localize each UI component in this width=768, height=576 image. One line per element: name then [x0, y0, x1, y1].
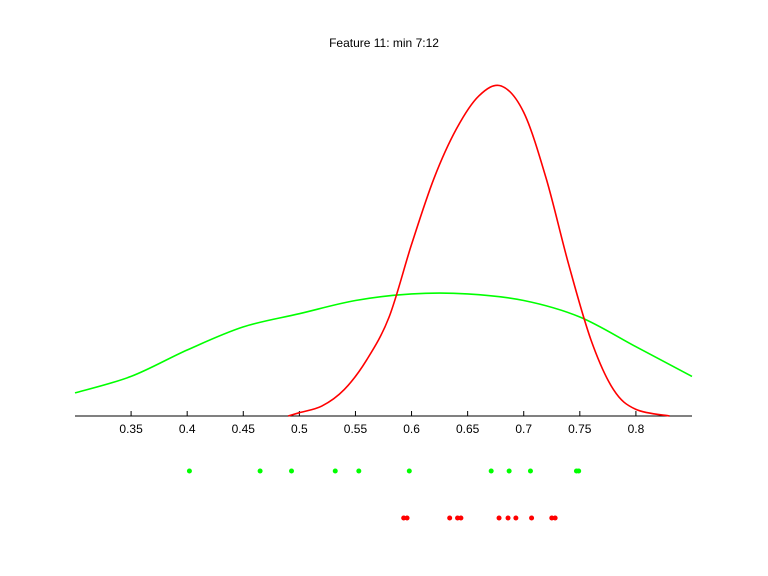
x-tick-label: 0.8: [628, 422, 645, 436]
x-tick-label: 0.65: [456, 422, 480, 436]
x-tick-label: 0.35: [119, 422, 143, 436]
series-line-1: [287, 84, 670, 417]
x-tick-label: 0.7: [515, 422, 532, 436]
x-tick-label: 0.45: [232, 422, 256, 436]
x-axis-ticks: 0.35 0.4 0.45 0.5 0.55 0.6 0.65 0.7 0.75 0.8: [119, 411, 645, 436]
density-curves: [74, 84, 693, 417]
sample-point: [488, 468, 494, 474]
sample-point: [513, 515, 519, 521]
chart-title: Feature 11: min 7:12: [329, 36, 439, 50]
sample-point: [506, 468, 512, 474]
series-line-0: [74, 292, 693, 394]
x-tick-label: 0.5: [291, 422, 308, 436]
sample-point: [289, 468, 295, 474]
sample-point: [576, 468, 582, 474]
x-tick-label: 0.4: [179, 422, 196, 436]
sample-point: [186, 468, 192, 474]
sample-point: [458, 515, 464, 521]
sample-point: [505, 515, 511, 521]
sample-point: [406, 468, 412, 474]
sample-point: [552, 515, 558, 521]
x-tick-label: 0.75: [568, 422, 592, 436]
sample-point: [496, 515, 502, 521]
x-tick-label: 0.6: [403, 422, 420, 436]
sample-points: [186, 468, 582, 521]
sample-point: [529, 515, 535, 521]
sample-point: [447, 515, 453, 521]
sample-point: [257, 468, 263, 474]
x-tick-label: 0.55: [344, 422, 368, 436]
sample-point: [404, 515, 410, 521]
sample-point: [332, 468, 338, 474]
sample-point: [356, 468, 362, 474]
sample-point: [527, 468, 533, 474]
